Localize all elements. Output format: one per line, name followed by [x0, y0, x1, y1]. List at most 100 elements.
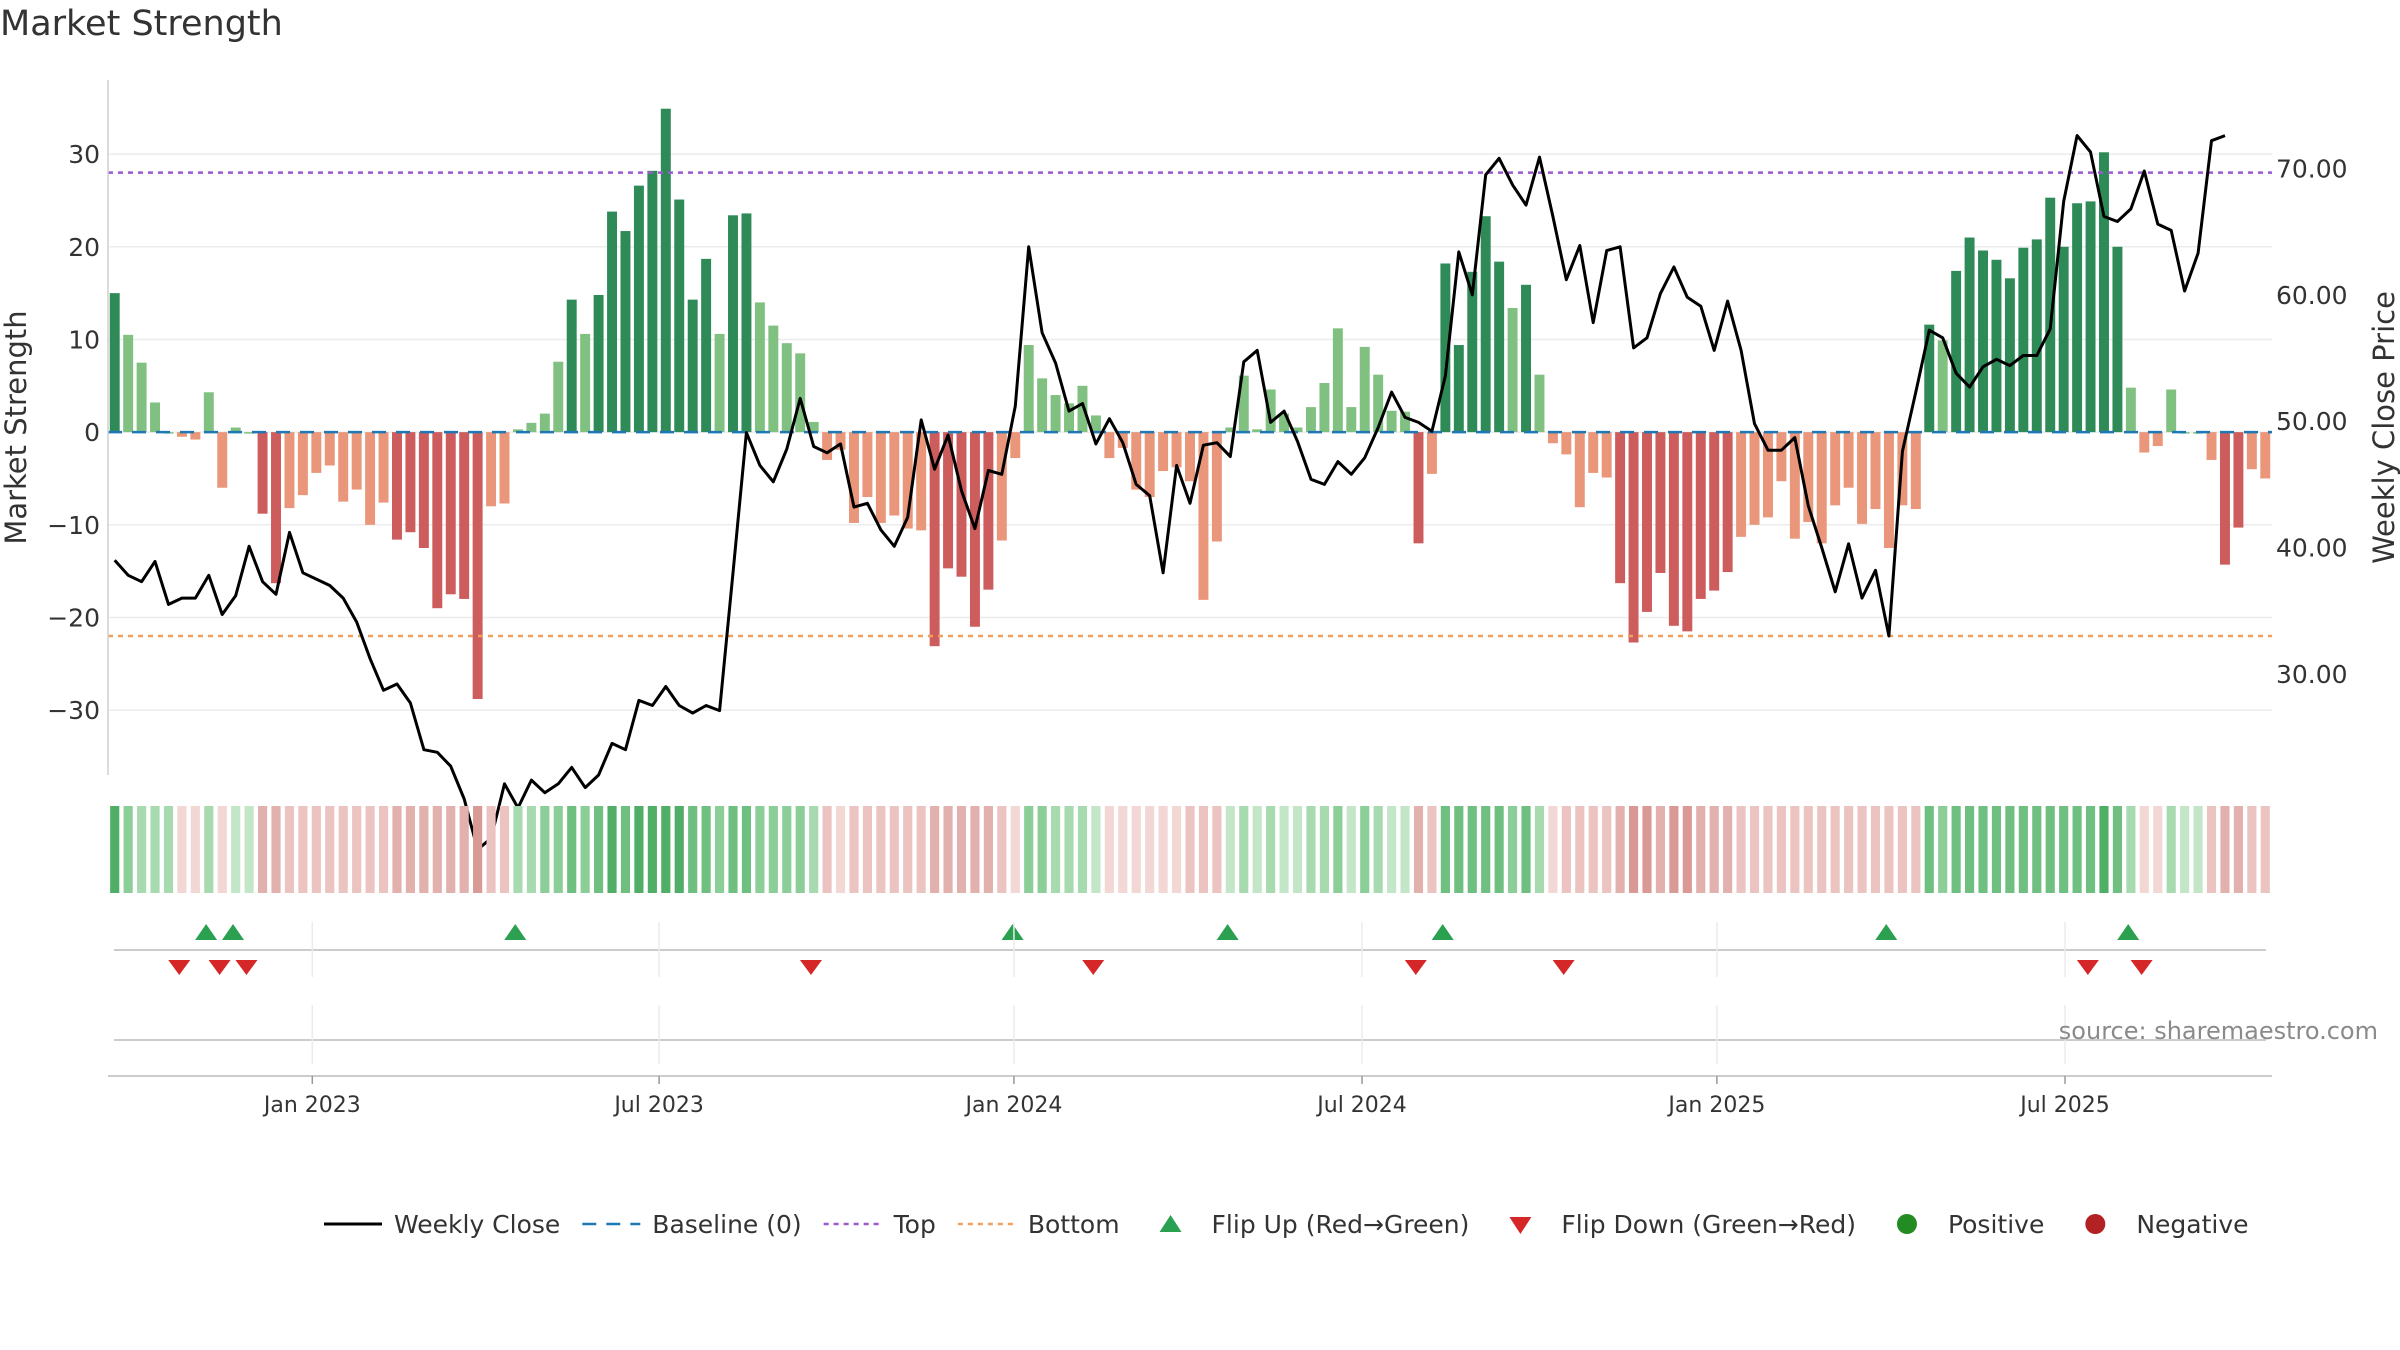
- state-cell: [2072, 806, 2082, 893]
- state-cell: [674, 806, 684, 893]
- strength-bar: [244, 432, 255, 434]
- legend-label: Negative: [2136, 1210, 2248, 1239]
- strength-bar: [2246, 432, 2257, 470]
- state-cell: [1427, 806, 1437, 893]
- state-cell: [1333, 806, 1343, 893]
- strength-bar: [418, 432, 429, 548]
- y-tick-label: 0: [84, 418, 100, 447]
- strength-bar: [2004, 278, 2015, 433]
- flip-down-marker: [168, 960, 191, 975]
- strength-bar: [1830, 432, 1841, 506]
- state-cell: [150, 806, 160, 893]
- state-cell: [365, 806, 375, 893]
- state-cell: [795, 806, 805, 893]
- state-cell: [352, 806, 362, 893]
- strength-bar: [136, 362, 147, 433]
- state-cell: [405, 806, 415, 893]
- strength-bar: [902, 432, 913, 529]
- state-cell: [271, 806, 281, 893]
- state-cell: [1467, 806, 1477, 893]
- flip-down-marker: [1552, 960, 1575, 975]
- state-cell: [1844, 806, 1854, 893]
- strength-bar: [835, 432, 846, 450]
- strength-bar: [875, 432, 886, 523]
- state-cell: [930, 806, 940, 893]
- strength-bar: [365, 432, 376, 525]
- strength-bar: [2260, 432, 2271, 479]
- y2-tick-label: 50.00: [2276, 407, 2348, 436]
- state-cell: [634, 806, 644, 893]
- strength-bar: [338, 432, 349, 502]
- strength-bar: [2152, 432, 2163, 447]
- state-cell: [1534, 806, 1545, 893]
- chart-title: Market Strength: [0, 4, 283, 44]
- state-cell: [1803, 806, 1813, 893]
- strength-bar: [271, 432, 281, 584]
- state-cell: [1575, 806, 1585, 893]
- legend-swatch-flip-up: [1159, 1215, 1182, 1232]
- state-cell: [1884, 806, 1894, 893]
- state-cell: [177, 806, 187, 893]
- state-cell: [1413, 806, 1424, 893]
- strength-bar: [2099, 152, 2109, 433]
- state-cell: [701, 806, 711, 893]
- strength-bar: [660, 108, 671, 433]
- state-cell: [1306, 806, 1316, 893]
- strength-bar: [1709, 432, 1720, 591]
- state-cell: [1696, 806, 1706, 893]
- strength-bar: [1158, 432, 1169, 472]
- state-cell: [1104, 806, 1114, 893]
- state-cell: [1225, 806, 1235, 893]
- state-cell: [1521, 806, 1531, 893]
- strength-bar: [351, 432, 362, 490]
- y2-tick-label: 30.00: [2276, 660, 2348, 689]
- strength-bar: [754, 302, 765, 433]
- state-cell: [2206, 806, 2217, 893]
- strength-bar: [1359, 346, 1370, 433]
- state-cell: [1723, 806, 1733, 893]
- state-cell: [231, 806, 241, 893]
- strength-bar: [1090, 415, 1101, 433]
- state-cell: [1548, 806, 1558, 893]
- state-cell: [163, 806, 174, 893]
- state-cell: [916, 806, 926, 893]
- state-cell: [1239, 806, 1249, 893]
- state-cell: [661, 806, 671, 893]
- strength-bar: [1279, 413, 1290, 433]
- strength-bar: [459, 432, 470, 599]
- strength-bar: [822, 432, 833, 460]
- state-cell: [2233, 806, 2243, 893]
- strength-bar: [795, 353, 806, 433]
- state-cell: [822, 806, 832, 893]
- strength-bar: [1480, 216, 1491, 433]
- flip-down-marker: [2076, 960, 2099, 975]
- state-cell: [849, 806, 859, 893]
- state-cell: [1440, 806, 1450, 893]
- strength-bar: [2233, 432, 2244, 528]
- source-label: source: sharemaestro.com: [2059, 1017, 2378, 1045]
- strength-bar: [1023, 345, 1034, 433]
- x-tick-label: Jan 2024: [963, 1093, 1062, 1118]
- legend-label: Bottom: [1028, 1210, 1120, 1239]
- strength-bar: [2031, 239, 2042, 433]
- strength-bar: [324, 432, 335, 466]
- legend-label: Flip Up (Red→Green): [1212, 1210, 1470, 1239]
- state-cell: [1171, 806, 1182, 893]
- strength-bar: [445, 432, 456, 595]
- strength-bar: [1185, 432, 1195, 482]
- y2-tick-label: 60.00: [2276, 281, 2348, 310]
- state-cell: [1373, 806, 1383, 893]
- state-cell: [1669, 806, 1679, 893]
- state-cell: [782, 806, 792, 893]
- legend-label: Flip Down (Green→Red): [1561, 1210, 1856, 1239]
- strength-bar: [1870, 432, 1881, 510]
- state-cell: [755, 806, 765, 893]
- strength-bar: [230, 427, 241, 433]
- strength-bar: [1198, 432, 1209, 600]
- state-cell: [2260, 806, 2270, 893]
- state-cell: [553, 806, 563, 893]
- state-cell: [1279, 806, 1289, 893]
- strength-bar: [378, 432, 389, 503]
- strength-bar: [956, 432, 967, 577]
- flip-down-marker: [1404, 960, 1427, 975]
